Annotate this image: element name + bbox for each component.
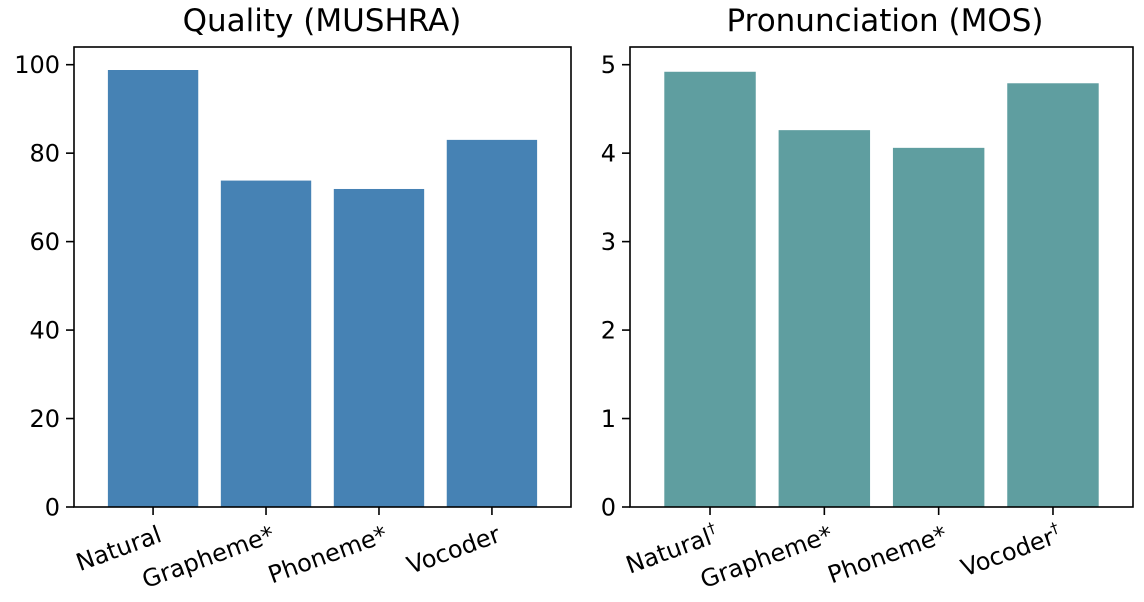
quality-axes-frame	[73, 46, 572, 508]
pronunciation-ytick-label-0: 0	[601, 494, 616, 522]
quality-ytick-label-1: 20	[29, 405, 60, 433]
pronunciation-chart-title: Pronunciation (MOS)	[726, 3, 1043, 39]
pronunciation-chart: Pronunciation (MOS)012345Natural†Graphem…	[601, 3, 1134, 594]
quality-chart-title: Quality (MUSHRA)	[183, 3, 462, 39]
pronunciation-ytick-label-4: 4	[601, 140, 616, 168]
quality-ytick-label-5: 100	[14, 51, 60, 79]
quality-ytick-label-0: 0	[45, 494, 60, 522]
pronunciation-bar-3	[1007, 83, 1099, 508]
pronunciation-axes-frame	[629, 46, 1134, 508]
quality-bar-3	[446, 139, 538, 507]
quality-xtick-label-3: Vocoder	[403, 520, 504, 580]
quality-ytick-label-3: 60	[29, 228, 60, 256]
pronunciation-xtick-label-2: Phoneme*	[824, 520, 951, 589]
quality-bar-2	[333, 188, 425, 508]
quality-bar-0	[107, 70, 199, 507]
pronunciation-ytick-label-1: 1	[601, 405, 616, 433]
pronunciation-bar-2	[892, 147, 985, 507]
quality-chart: Quality (MUSHRA)020406080100NaturalGraph…	[14, 3, 572, 594]
quality-ytick-label-4: 80	[29, 140, 60, 168]
pronunciation-ytick-label-2: 2	[601, 317, 616, 345]
pronunciation-xtick-label-3: Vocoder†	[957, 518, 1066, 582]
quality-ytick-label-2: 40	[29, 317, 60, 345]
pronunciation-ytick-label-5: 5	[601, 51, 616, 79]
quality-bar-1	[220, 180, 312, 507]
pronunciation-ytick-label-3: 3	[601, 228, 616, 256]
quality-xtick-label-2: Phoneme*	[264, 520, 391, 589]
pronunciation-bar-0	[664, 71, 756, 508]
pronunciation-bar-1	[778, 130, 871, 507]
pronunciation-xtick-label-1: Grapheme*	[697, 520, 837, 594]
